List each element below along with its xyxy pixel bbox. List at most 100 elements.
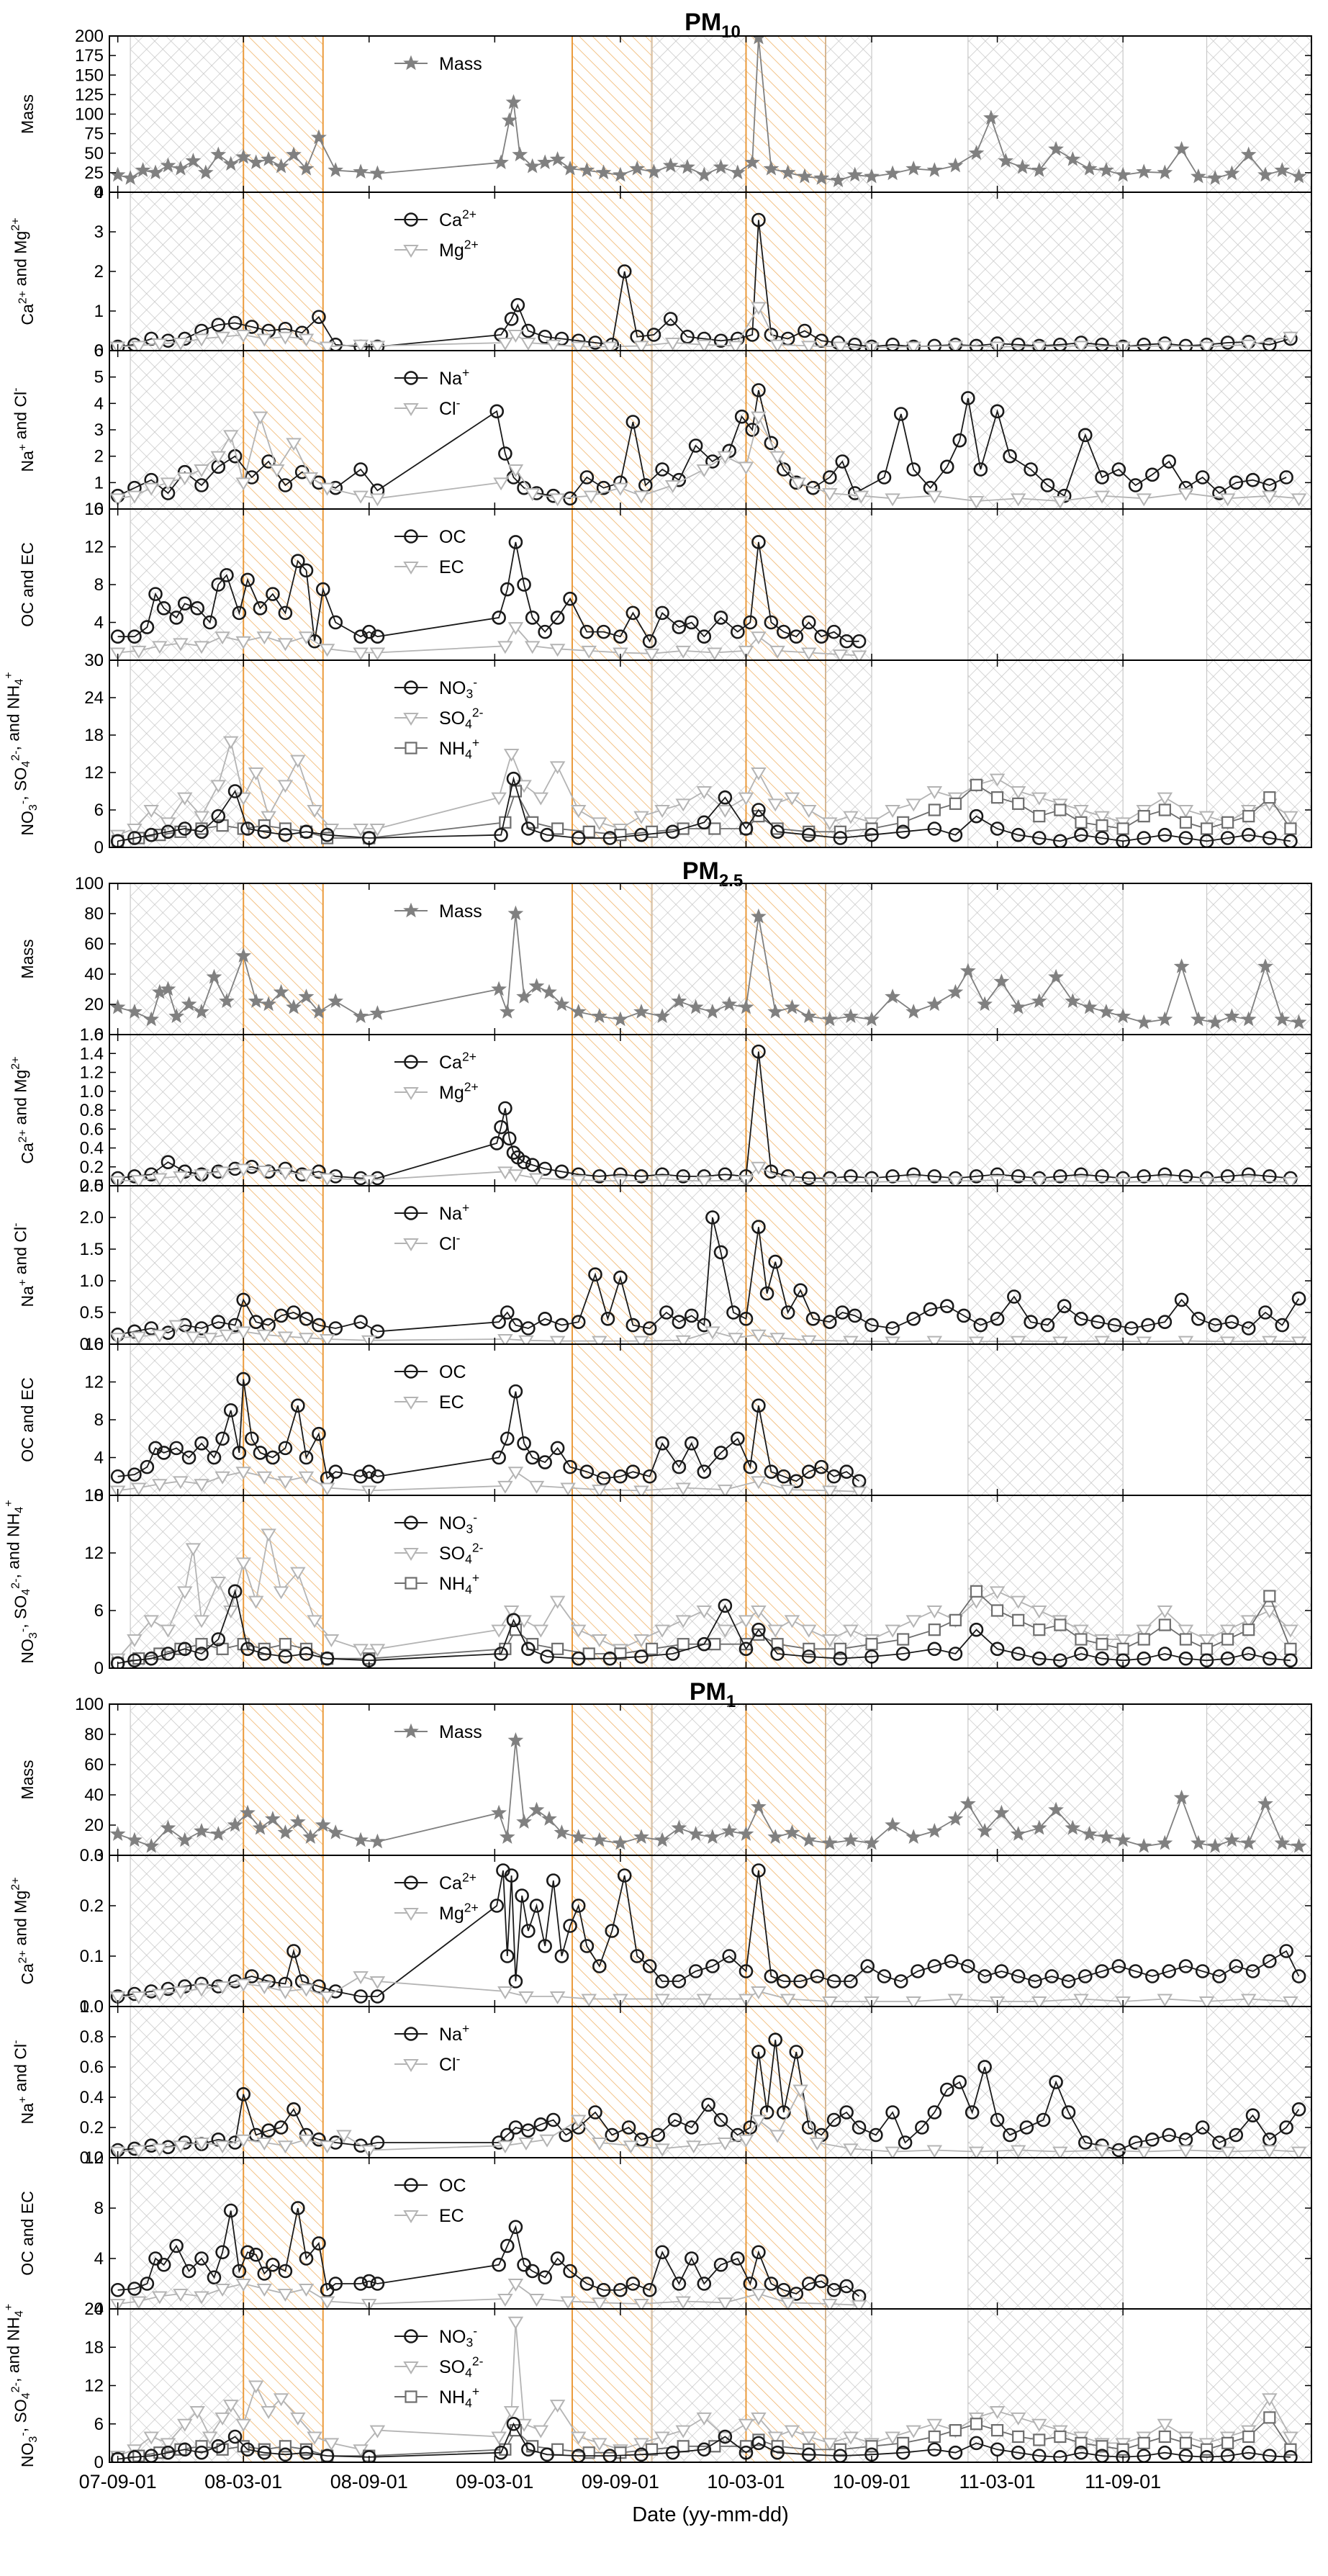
data-point [173,638,189,652]
data-point [959,1796,976,1811]
data-point [705,1829,721,1845]
data-point [833,1651,848,1666]
data-point [897,816,910,829]
data-point [1173,1789,1190,1805]
data-point [143,482,159,496]
data-point [286,438,302,451]
y-tick-label: 0.3 [80,1846,104,1865]
data-point [177,596,192,611]
data-point [759,2105,774,2120]
data-point [498,446,512,461]
data-point [500,1431,515,1446]
data-point [738,1615,754,1629]
data-point [1054,803,1067,816]
data-point [643,648,660,660]
data-point [177,1641,192,1657]
data-point [245,470,259,485]
data-point [261,996,276,1012]
data-point [592,2297,607,2309]
data-point [617,264,632,279]
data-point [211,318,226,333]
data-point [181,2264,197,2279]
data-point [240,572,255,587]
data-point [256,1981,273,1994]
data-point [655,462,669,477]
data-point [990,1604,1004,1617]
data-point [185,1543,202,1557]
data-point [521,2123,536,2138]
y-tick-label: 2.5 [80,1176,104,1196]
data-point [143,1011,160,1027]
data-point [823,1315,837,1329]
data-point [1283,1624,1298,1638]
data-point [722,1949,736,1963]
data-point [152,1173,168,1186]
data-point [633,2438,649,2451]
data-point [592,1169,607,1184]
data-point [949,2424,962,2437]
data-point [923,1302,938,1317]
data-point [248,154,264,170]
data-point [261,2123,276,2138]
data-point [156,601,171,616]
data-point [705,1959,720,1973]
data-point [1136,1837,1152,1853]
data-point [687,1826,704,1841]
data-point [1221,1633,1234,1646]
data-point [613,482,628,496]
season-band [967,883,1124,1035]
data-point [508,2120,523,2135]
data-point [826,1974,841,1989]
data-point [299,1450,314,1465]
season-band [967,350,1124,510]
data-point [784,2425,800,2438]
data-point [1157,792,1173,806]
data-point [1191,1312,1206,1326]
legend-label: NO3- [439,2324,477,2350]
data-point [592,2438,607,2451]
legend-marker [404,1516,418,1530]
y-tick-label: 12 [84,763,104,783]
data-point [1065,993,1081,1009]
data-point [211,1632,226,1647]
legend-label: Cl- [439,1231,461,1255]
data-point [562,160,578,176]
data-point [751,2412,767,2426]
data-point [148,587,163,601]
data-point [970,2418,983,2431]
data-point [738,821,754,836]
y-tick-label: 4 [94,613,104,633]
series-line [117,2416,1291,2460]
data-point [507,1169,524,1183]
data-point [498,1101,512,1116]
data-point [625,605,641,621]
data-point [554,996,570,1012]
data-point [642,634,657,649]
data-point [655,2245,669,2260]
y-axis-label: NO3-, SO42-, and NH4+ [2,2304,40,2467]
data-point [518,2138,534,2151]
data-point [895,2445,911,2460]
y-tick-label: 0.8 [80,2027,104,2047]
legend-marker [405,1577,417,1590]
data-point [1291,1291,1306,1306]
data-point [1162,454,1176,469]
data-point [1054,1618,1067,1631]
data-point [621,2120,636,2135]
data-point [173,1986,189,1999]
season-band [967,2157,1124,2310]
data-point [843,2143,859,2157]
data-point [130,2296,147,2309]
legend-marker [403,1723,419,1739]
data-point [1098,1829,1114,1845]
legend-label: OC [439,527,466,547]
data-point [851,2300,867,2309]
legend-marker [403,2059,419,2072]
data-point [539,2134,555,2148]
data-point [185,1331,202,1344]
data-point [353,1644,369,1657]
data-point [299,563,314,578]
data-point [905,2425,921,2438]
season-band [130,1034,244,1186]
